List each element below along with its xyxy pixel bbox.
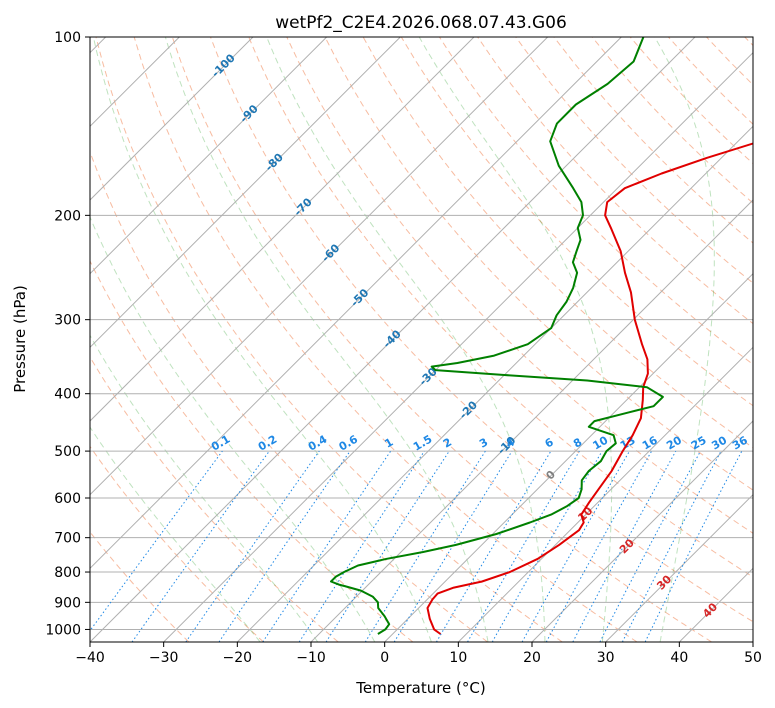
y-tick-label: 900 (54, 595, 81, 611)
isotherm-line (90, 37, 328, 275)
mixing-ratio-line (521, 450, 630, 642)
mixing-ratio-line (545, 450, 653, 642)
profiles (330, 37, 753, 635)
x-tick-label: 20 (523, 650, 541, 666)
y-tick-label: 1000 (45, 622, 81, 638)
moist-adiabat (90, 426, 261, 642)
y-tick-label: 100 (54, 30, 81, 46)
moist-adiabat (654, 37, 715, 642)
dry-adiabat (133, 37, 638, 642)
mixing-ratio-line (298, 450, 425, 642)
profile-line-dewpoint (330, 37, 664, 635)
plot-frame (89, 36, 754, 643)
x-axis-label: Temperature (°C) (355, 679, 485, 697)
isotherm-line (90, 37, 401, 349)
x-tick-label: −30 (149, 650, 179, 666)
y-axis-label: Pressure (hPa) (11, 285, 29, 393)
y-tick-label: 200 (54, 208, 81, 224)
profile-line-temperature (426, 142, 753, 635)
dry-adiabat (95, 37, 563, 642)
moist-adiabat (266, 37, 546, 642)
dry-adiabat (515, 37, 753, 284)
mixing-ratio-line (185, 450, 320, 642)
mixing-ratio-line (325, 450, 450, 642)
background-lines (90, 37, 753, 642)
isotherm-line (90, 37, 549, 496)
isotherm-line (90, 37, 622, 570)
dry-adiabat (90, 445, 264, 642)
mixing-ratio-line (218, 450, 351, 642)
x-tick-label: −40 (75, 650, 105, 666)
x-tick-label: 30 (597, 650, 615, 666)
y-tick-label: 800 (54, 565, 81, 581)
dry-adiabat (171, 37, 712, 642)
isotherm-line (310, 199, 753, 642)
y-tick-label: 700 (54, 531, 81, 547)
y-tick-label: 500 (54, 444, 81, 460)
isotherm-line (457, 346, 753, 642)
mixing-ratio-line (90, 450, 223, 632)
isotherm-line (605, 493, 753, 642)
dry-adiabat (324, 37, 753, 491)
x-tick-label: −20 (223, 650, 253, 666)
isotherm-line (384, 272, 753, 642)
dry-adiabat (210, 37, 753, 623)
y-tick-label: 300 (54, 313, 81, 329)
x-tick-label: 40 (670, 650, 688, 666)
mixing-ratio-line (572, 450, 677, 642)
isotherm-line (236, 125, 753, 642)
dry-adiabat (286, 37, 753, 534)
isotherm-line (531, 420, 753, 642)
isotherm-line (90, 37, 475, 422)
moist-adiabat (418, 37, 613, 642)
isotherm-line (163, 51, 753, 642)
mixing-ratio-line (262, 450, 392, 642)
dry-adiabat (248, 37, 753, 578)
mixing-ratio-line (644, 450, 743, 642)
x-tick-label: −10 (296, 650, 326, 666)
y-axis: 1000 900 800 700 600 500 400 300 200 100 (45, 30, 90, 638)
moist-adiabat (164, 37, 489, 642)
x-tick-label: 0 (380, 650, 389, 666)
dry-adiabat (90, 356, 339, 642)
moist-adiabat (92, 37, 432, 642)
x-axis: −40 −30 −20 −10 0 10 20 30 40 50 (75, 642, 762, 666)
moist-adiabat (90, 215, 376, 642)
y-tick-label: 400 (54, 387, 81, 403)
mixing-ratio-line (131, 450, 270, 642)
moist-adiabat (90, 334, 319, 642)
x-tick-label: 50 (744, 650, 762, 666)
dry-adiabat (90, 259, 414, 642)
isotherm-line (90, 37, 254, 201)
chart-title: wetPf2_C2E4.2026.068.07.43.G06 (275, 13, 567, 33)
isotherm-line (90, 37, 696, 642)
x-tick-label: 10 (449, 650, 467, 666)
mixing-ratio-line (393, 450, 513, 642)
y-tick-label: 600 (54, 491, 81, 507)
